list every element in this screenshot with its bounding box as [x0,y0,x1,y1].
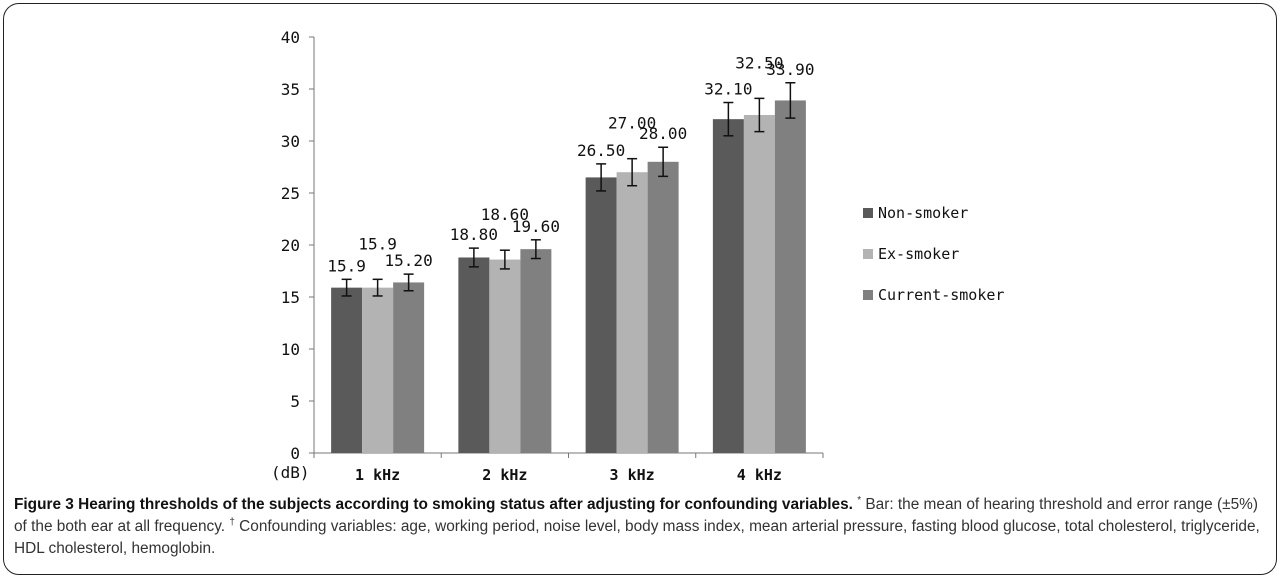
legend-swatch [863,208,873,218]
bar [520,249,552,453]
bar [585,177,617,453]
x-category-label: 3 kHz [610,466,655,484]
data-label: 32.10 [704,80,752,99]
data-label: 18.60 [481,205,529,224]
y-tick-label: 5 [290,392,300,411]
chart-legend: Non-smoker Ex-smoker Current-smoker [863,204,1004,304]
data-label: 27.00 [608,114,656,133]
x-category-label: 4 kHz [737,466,782,484]
bar [362,287,394,453]
y-tick-label: 30 [281,132,300,151]
bar [743,115,775,453]
data-label: 15.9 [327,256,366,275]
legend-swatch [863,290,873,300]
data-label: 26.50 [577,141,625,160]
y-tick-label: 35 [281,80,300,99]
data-label: 28.00 [639,124,687,143]
data-label: 19.60 [512,217,560,236]
y-tick-label: 0 [290,444,300,463]
y-tick-label: 20 [281,236,300,255]
y-tick-label: 15 [281,288,300,307]
legend-entry: Current-smoker [878,286,1004,304]
caption-title: Figure 3 Hearing thresholds of the subje… [14,496,853,513]
data-label: 32.50 [735,53,783,72]
legend-swatch [863,249,873,259]
y-tick-label: 10 [281,340,300,359]
bar [774,100,806,453]
y-tick-label: 40 [281,28,300,47]
bar [712,119,744,453]
data-label: 15.9 [358,234,397,253]
bar [393,282,425,453]
x-category-label: 2 kHz [482,466,527,484]
bar-chart: 0 5 10 15 20 25 30 35 40 (dB) 1 kHz 2 kHz 3 kHz 4 kHz… [271,28,1004,484]
data-label: 18.80 [450,225,498,244]
legend-entry: Ex-smoker [878,245,959,263]
figure-caption: Figure 3 Hearing thresholds of the subje… [14,494,1266,560]
chart-bars [331,82,806,454]
caption-note1: Bar: the mean of hearing threshold and e… [14,496,1258,535]
y-tick-label: 25 [281,184,300,203]
caption-note1-mark: * [857,494,862,506]
caption-note2: Confounding variables: age, working peri… [14,518,1260,557]
bar [331,287,363,453]
bar [647,161,679,454]
data-label: 15.20 [385,251,433,270]
bar [616,172,648,453]
caption-note2-mark: † [229,516,235,528]
data-label: 33.90 [766,60,814,79]
bar [489,259,521,453]
bar [458,257,490,453]
chart-data-labels: 15.915.915.2018.8018.6019.6026.5027.0028… [327,53,814,275]
y-unit-label: (dB) [271,463,310,482]
x-category-label: 1 kHz [355,466,400,484]
chart-axes: 0 5 10 15 20 25 30 35 40 (dB) 1 kHz 2 kHz 3 kHz 4 kHz [271,28,824,484]
legend-entry: Non-smoker [878,204,968,222]
